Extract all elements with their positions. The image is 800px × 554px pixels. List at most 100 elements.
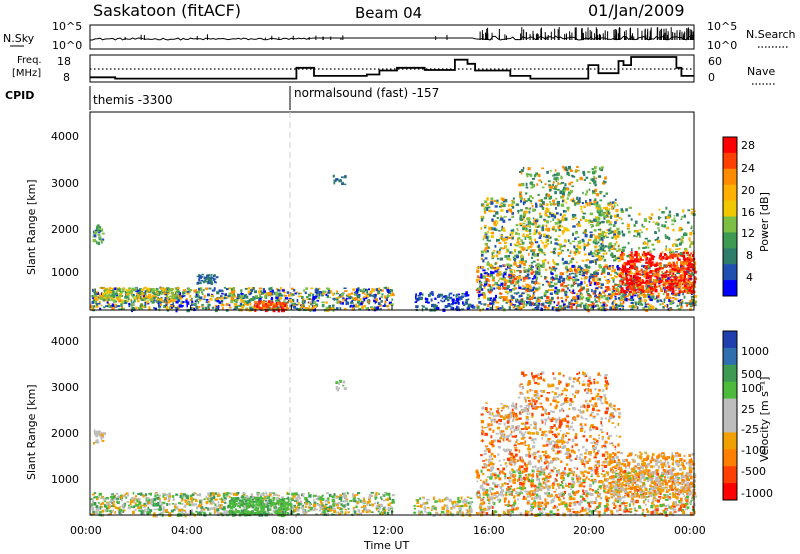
power-point <box>416 299 419 302</box>
power-point <box>350 301 354 304</box>
power-point <box>602 290 605 294</box>
power-point <box>665 235 669 239</box>
power-point <box>567 249 569 252</box>
power-point <box>384 295 387 299</box>
power-point <box>546 300 550 304</box>
power-point <box>522 216 525 220</box>
power-point <box>604 275 606 278</box>
power-point <box>522 304 525 308</box>
velocity-point <box>327 501 331 504</box>
power-point <box>587 294 590 296</box>
power-point <box>519 199 523 203</box>
power-point <box>111 306 115 310</box>
power-point <box>457 306 460 308</box>
power-point <box>598 234 602 238</box>
power-point <box>642 296 646 299</box>
power-point <box>175 290 179 293</box>
power-point <box>252 305 256 310</box>
power-point <box>628 262 631 265</box>
power-point <box>96 225 100 230</box>
power-point <box>585 305 590 309</box>
power-point <box>110 294 113 298</box>
power-point <box>583 253 587 256</box>
power-point <box>526 285 529 288</box>
velocity-point <box>307 500 311 503</box>
power-point <box>664 234 667 238</box>
power-point <box>496 216 500 219</box>
nsky-series <box>90 35 692 41</box>
power-point <box>649 282 653 286</box>
power-point <box>537 173 541 177</box>
power-point <box>611 292 616 297</box>
power-point <box>535 299 538 303</box>
velocity-point <box>99 506 102 510</box>
power-point <box>514 254 516 258</box>
power-point <box>95 298 99 301</box>
power-point <box>617 231 621 235</box>
power-point <box>545 214 549 217</box>
velocity-point <box>98 511 102 513</box>
power-point <box>620 218 623 221</box>
velocity-point <box>217 505 220 507</box>
velocity-point <box>267 499 270 502</box>
power-point <box>499 257 503 261</box>
power-point <box>597 293 602 297</box>
velocity-point <box>232 509 237 512</box>
power-point <box>681 282 684 286</box>
power-point <box>496 199 499 203</box>
power-point <box>487 246 490 249</box>
power-point <box>586 258 590 261</box>
freq-tick-bottom: 8 <box>63 71 70 84</box>
power-point <box>531 266 534 268</box>
power-point <box>220 296 224 300</box>
power-point <box>626 254 630 258</box>
power-point <box>436 306 440 311</box>
velocity-point <box>218 505 222 509</box>
power-point <box>333 179 337 183</box>
power-point <box>514 281 517 285</box>
power-point <box>608 232 611 235</box>
power-point <box>633 273 637 276</box>
velocity-point <box>207 493 210 496</box>
power-point <box>592 190 595 193</box>
power-point <box>517 284 520 287</box>
power-point <box>654 289 657 292</box>
velocity-point <box>331 495 335 499</box>
power-point <box>492 214 496 217</box>
velocity-point <box>320 498 323 501</box>
power-point <box>670 284 673 288</box>
power-point <box>621 222 624 225</box>
power-point <box>258 308 261 310</box>
velocity-point <box>343 504 346 508</box>
power-point <box>561 218 564 222</box>
power-point <box>498 296 501 299</box>
power-point <box>574 278 578 282</box>
power-point <box>685 290 688 293</box>
power-point <box>579 240 582 244</box>
power-point <box>688 237 691 240</box>
power-point <box>283 304 287 307</box>
power-point <box>326 294 329 298</box>
power-point <box>115 297 119 300</box>
power-point <box>543 294 547 297</box>
power-point <box>523 262 526 266</box>
power-point <box>598 259 601 262</box>
power-point <box>691 272 693 274</box>
power-point <box>648 258 652 262</box>
power-point <box>618 217 621 219</box>
velocity-point <box>292 509 297 513</box>
power-point <box>446 298 450 302</box>
power-point <box>596 222 599 226</box>
power-point <box>524 276 528 278</box>
power-point <box>607 202 610 205</box>
power-point <box>572 289 575 293</box>
power-point <box>535 289 538 292</box>
power-point <box>493 287 496 290</box>
power-point <box>642 251 646 254</box>
power-point <box>660 267 664 270</box>
power-point <box>682 272 685 276</box>
power-point <box>254 295 258 299</box>
power-point <box>628 206 632 209</box>
power-point <box>528 289 532 291</box>
power-point <box>159 300 162 304</box>
